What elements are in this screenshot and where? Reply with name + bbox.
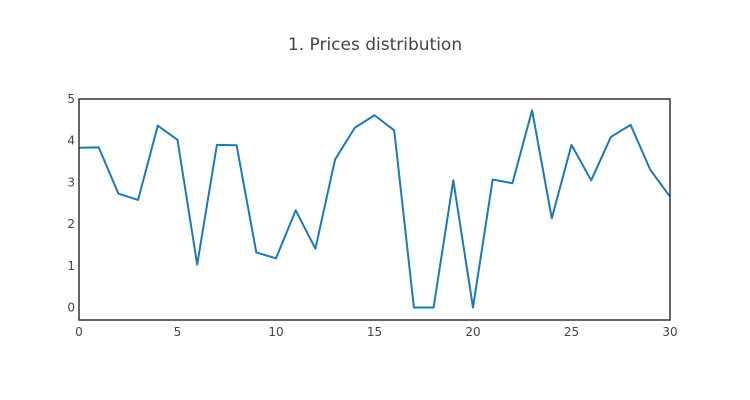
x-tick-label: 0 <box>75 325 83 339</box>
x-tick-label: 25 <box>564 325 579 339</box>
y-axis: 0 1 2 3 4 5 <box>67 92 75 314</box>
series-line <box>78 109 671 309</box>
y-tick-label: 5 <box>67 92 75 106</box>
x-tick-label: 15 <box>367 325 382 339</box>
plot-area <box>78 109 671 309</box>
x-tick-label: 20 <box>465 325 480 339</box>
x-axis: 0 5 10 15 20 25 30 <box>75 325 677 339</box>
x-tick-label: 5 <box>174 325 182 339</box>
y-tick-label: 0 <box>67 300 75 314</box>
plot-frame <box>78 98 671 321</box>
x-tick-label: 30 <box>662 325 677 339</box>
y-tick-label: 4 <box>67 134 75 148</box>
y-tick-label: 3 <box>67 175 75 189</box>
y-tick-label: 1 <box>67 259 75 273</box>
x-tick-label: 10 <box>268 325 283 339</box>
y-tick-label: 2 <box>67 217 75 231</box>
chart-title: 1. Prices distribution <box>288 35 462 55</box>
